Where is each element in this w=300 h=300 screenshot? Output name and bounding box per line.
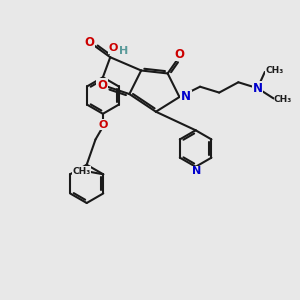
Text: O: O bbox=[174, 48, 184, 61]
Text: N: N bbox=[253, 82, 262, 95]
Text: O: O bbox=[85, 36, 94, 49]
Text: CH₃: CH₃ bbox=[274, 95, 292, 104]
Text: N: N bbox=[181, 91, 191, 103]
Text: CH₃: CH₃ bbox=[265, 66, 284, 75]
Text: N: N bbox=[192, 166, 201, 176]
Text: O: O bbox=[97, 79, 107, 92]
Text: O: O bbox=[98, 120, 108, 130]
Text: H: H bbox=[119, 46, 128, 56]
Text: CH₃: CH₃ bbox=[72, 167, 90, 176]
Text: O: O bbox=[109, 44, 118, 53]
